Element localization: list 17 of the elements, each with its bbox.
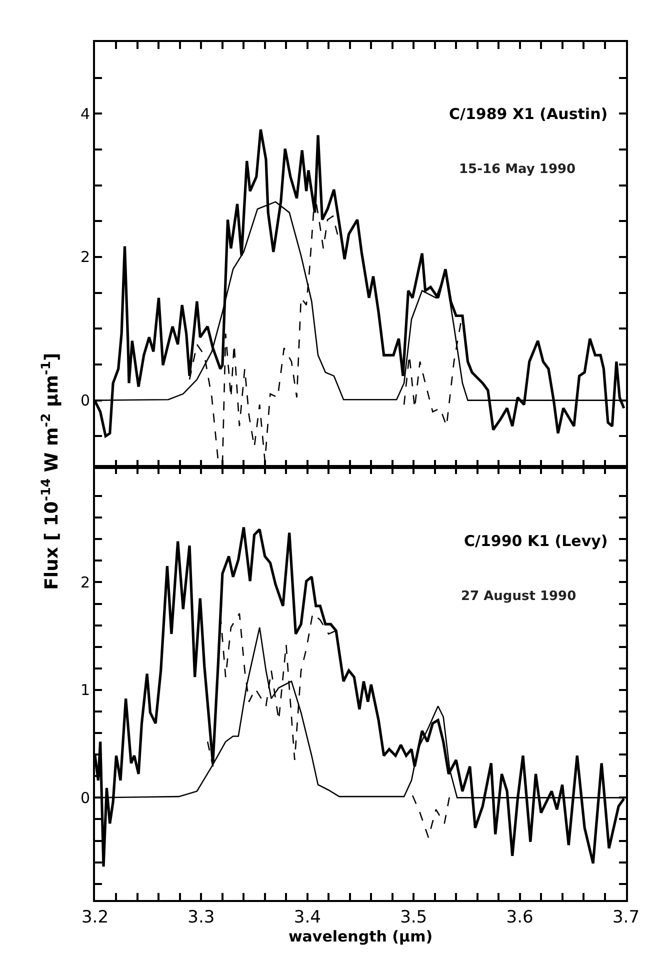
x-tick-label: 3.2 [81, 907, 109, 928]
y-tick-label: 0 [80, 788, 90, 807]
x-tick-label: 3.6 [506, 907, 534, 928]
y-tick-label: 4 [80, 104, 90, 123]
y-tick-label: 1 [80, 681, 90, 700]
y-tick-label: 0 [80, 392, 90, 410]
x-tick-label: 3.5 [400, 907, 428, 928]
text: C/1990 K1 (Levy) [464, 532, 608, 550]
x-tick-label: 3.4 [294, 907, 321, 928]
y-tick-label: 2 [80, 573, 90, 592]
x-tick-label: 3.7 [612, 907, 640, 928]
y-tick-label: 2 [80, 248, 90, 266]
text: C/1989 X1 (Austin) [449, 105, 608, 123]
x-axis-title: wavelength (μm) [288, 927, 433, 946]
text: 27 August 1990 [461, 589, 576, 604]
x-tick-label: 3.3 [188, 907, 215, 928]
text: 15-16 May 1990 [459, 162, 576, 177]
